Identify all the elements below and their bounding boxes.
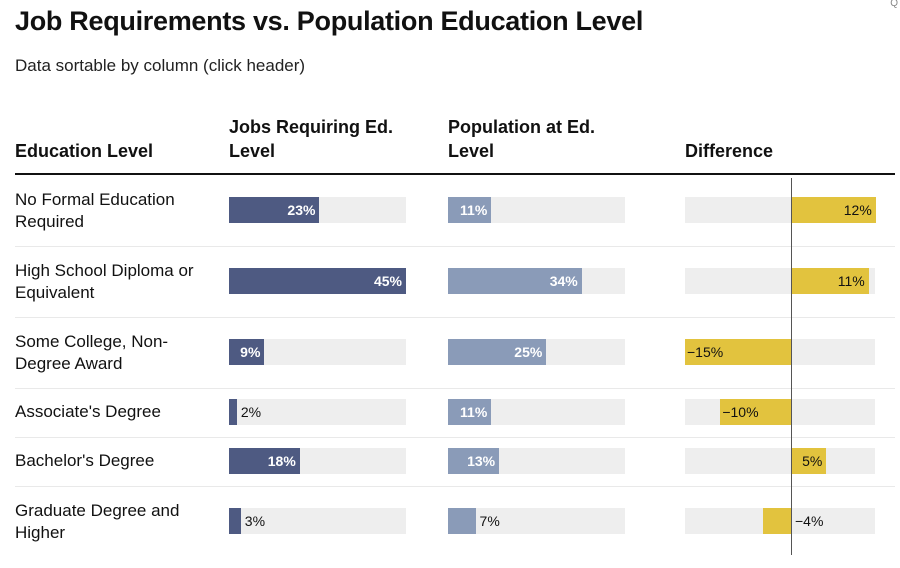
jobs-track xyxy=(229,399,406,425)
population-value-label: 25% xyxy=(514,344,543,360)
difference-bar xyxy=(685,339,791,365)
chart-subtitle: Data sortable by column (click header) xyxy=(15,56,306,75)
difference-value-label: −4% xyxy=(795,513,824,529)
difference-bar xyxy=(791,197,876,223)
population-bar xyxy=(448,508,476,534)
jobs-bar xyxy=(229,268,406,294)
row-separator xyxy=(15,317,895,318)
header-rule xyxy=(15,173,895,175)
header-population[interactable]: Population at Ed. Level xyxy=(448,117,595,161)
difference-value-label: 12% xyxy=(843,202,872,218)
jobs-value-label: 18% xyxy=(267,453,296,469)
jobs-bar xyxy=(229,339,265,365)
row-label: Some College, Non-Degree Award xyxy=(15,332,169,373)
population-bar xyxy=(448,268,582,294)
population-value-label: 11% xyxy=(460,404,488,420)
difference-value-label: −15% xyxy=(687,344,724,360)
difference-zero-line xyxy=(791,178,792,555)
header-education-level[interactable]: Education Level xyxy=(15,141,154,161)
population-value-label: 11% xyxy=(460,202,488,218)
population-bar xyxy=(448,339,547,365)
chart-title: Job Requirements vs. Population Educatio… xyxy=(15,6,644,36)
jobs-value-label: 45% xyxy=(373,273,402,289)
difference-value-label: 5% xyxy=(802,453,823,469)
row-label: Graduate Degree and Higher xyxy=(15,501,180,542)
row-separator xyxy=(15,486,895,487)
jobs-value-label: 23% xyxy=(287,202,316,218)
jobs-bar xyxy=(229,508,241,534)
row-label: No Formal Education Required xyxy=(15,190,175,231)
jobs-bar xyxy=(229,399,237,425)
difference-bar xyxy=(791,268,869,294)
population-value-label: 13% xyxy=(467,453,496,469)
population-track xyxy=(448,508,625,534)
jobs-track xyxy=(229,508,406,534)
row-label: Bachelor's Degree xyxy=(15,451,155,470)
difference-value-label: −10% xyxy=(722,404,759,420)
difference-value-label: 11% xyxy=(837,273,865,289)
row-label: High School Diploma or Equivalent xyxy=(15,261,194,302)
jobs-bar xyxy=(229,448,300,474)
header-jobs[interactable]: Jobs Requiring Ed. Level xyxy=(229,117,394,161)
population-bar xyxy=(448,448,500,474)
row-label: Associate's Degree xyxy=(15,402,161,421)
jobs-value-label: 2% xyxy=(240,404,262,420)
jobs-bar xyxy=(229,197,320,223)
difference-bar xyxy=(791,448,827,474)
difference-bar xyxy=(762,508,791,534)
row-separator xyxy=(15,437,895,438)
jobs-value-label: 9% xyxy=(240,344,261,360)
header-difference[interactable]: Difference xyxy=(685,141,774,161)
jobs-value-label: 3% xyxy=(244,513,266,529)
row-separator xyxy=(15,388,895,389)
population-value-label: 7% xyxy=(479,513,500,529)
row-separator xyxy=(15,246,895,247)
population-bar xyxy=(448,197,492,223)
population-value-label: 34% xyxy=(549,273,578,289)
population-bar xyxy=(448,399,492,425)
corner-icon: Q xyxy=(890,0,898,9)
difference-bar xyxy=(720,399,791,425)
difference-track xyxy=(685,448,875,474)
